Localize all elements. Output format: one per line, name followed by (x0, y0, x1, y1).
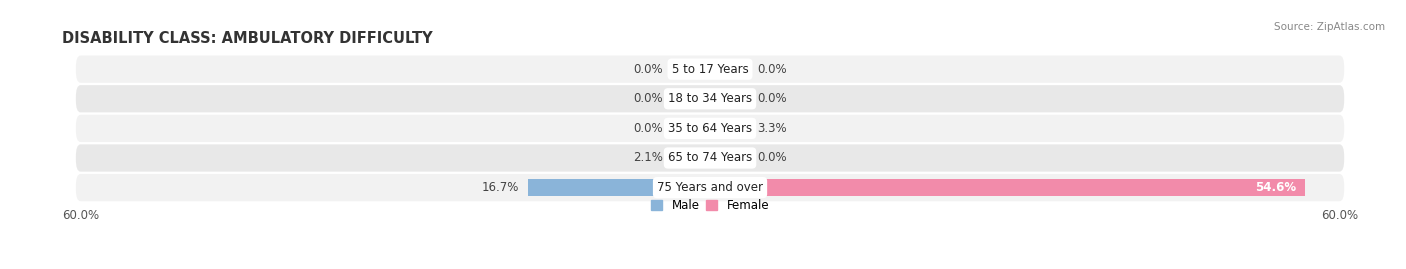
Text: 0.0%: 0.0% (634, 122, 664, 135)
FancyBboxPatch shape (76, 115, 1344, 142)
Text: 65 to 74 Years: 65 to 74 Years (668, 151, 752, 165)
FancyBboxPatch shape (76, 174, 1344, 201)
Text: DISABILITY CLASS: AMBULATORY DIFFICULTY: DISABILITY CLASS: AMBULATORY DIFFICULTY (62, 31, 432, 46)
Bar (672, 150, 710, 166)
Text: 0.0%: 0.0% (634, 92, 664, 105)
Text: 60.0%: 60.0% (62, 209, 98, 222)
Bar (529, 179, 710, 196)
FancyBboxPatch shape (76, 144, 1344, 172)
Bar (710, 179, 1305, 196)
Text: 75 Years and over: 75 Years and over (657, 181, 763, 194)
Text: 3.3%: 3.3% (756, 122, 786, 135)
Text: Source: ZipAtlas.com: Source: ZipAtlas.com (1274, 22, 1385, 31)
Text: 0.0%: 0.0% (756, 63, 786, 76)
Bar (672, 61, 710, 77)
Bar (672, 120, 710, 137)
Bar (710, 91, 748, 107)
Text: 0.0%: 0.0% (756, 92, 786, 105)
Text: 2.1%: 2.1% (633, 151, 664, 165)
Bar (710, 120, 748, 137)
Bar (672, 91, 710, 107)
Bar (710, 61, 748, 77)
Text: 60.0%: 60.0% (1322, 209, 1358, 222)
Bar (710, 150, 748, 166)
FancyBboxPatch shape (76, 55, 1344, 83)
Text: 0.0%: 0.0% (756, 151, 786, 165)
FancyBboxPatch shape (76, 85, 1344, 112)
Text: 35 to 64 Years: 35 to 64 Years (668, 122, 752, 135)
Text: 18 to 34 Years: 18 to 34 Years (668, 92, 752, 105)
Text: 54.6%: 54.6% (1256, 181, 1296, 194)
Legend: Male, Female: Male, Female (651, 199, 769, 212)
Text: 16.7%: 16.7% (482, 181, 519, 194)
Text: 0.0%: 0.0% (634, 63, 664, 76)
Text: 5 to 17 Years: 5 to 17 Years (672, 63, 748, 76)
